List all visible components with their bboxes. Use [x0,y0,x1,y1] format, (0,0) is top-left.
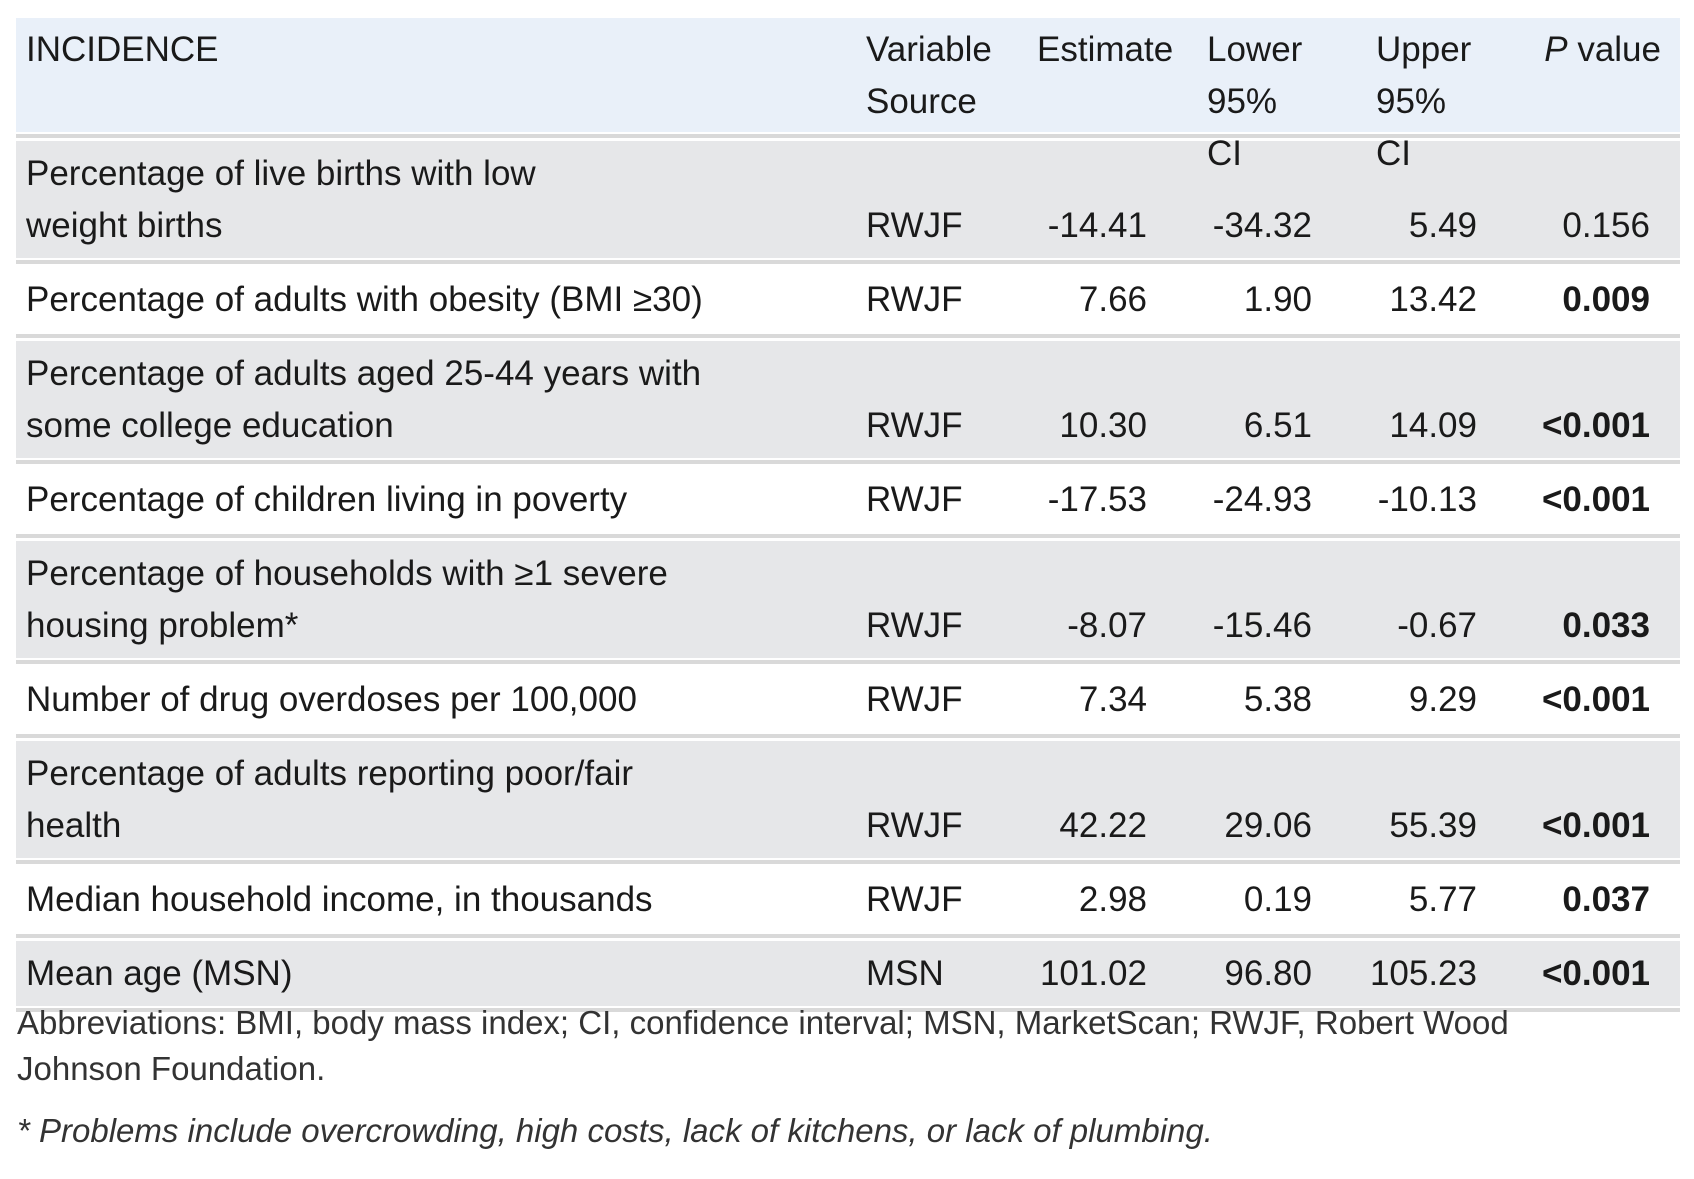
p-value: 0.037 [1562,880,1650,919]
row-label: Percentage of households with ≥1 severe … [26,554,668,645]
table-row: Percentage of live births with low weigh… [16,141,1680,258]
row-divider [16,532,1680,541]
header-incidence: INCIDENCE [26,30,219,69]
upper-ci: 5.49 [1408,206,1477,245]
lower-ci: -15.46 [1212,606,1312,645]
lower-ci: -24.93 [1212,480,1312,519]
row-divider [16,458,1680,467]
estimate: 7.66 [1078,280,1147,319]
table-row: Number of drug overdoses per 100,000 RWJF… [16,667,1680,732]
p-value: <0.001 [1541,680,1650,719]
estimate: -8.07 [1067,606,1147,645]
variable-source: RWJF [866,606,963,645]
estimate: 10.30 [1059,406,1147,445]
variable-source: MSN [866,954,944,993]
row-label: Percentage of adults with obesity (BMI ≥… [26,280,703,319]
lower-ci: 96.80 [1224,954,1312,993]
row-label: Median household income, in thousands [26,880,653,919]
row-divider [16,732,1680,741]
upper-ci: 9.29 [1408,680,1477,719]
header-p-value: P value [1477,24,1661,76]
row-label: Mean age (MSN) [26,954,293,993]
upper-ci: -0.67 [1397,606,1477,645]
table-row: Percentage of adults reporting poor/fair… [16,741,1680,858]
lower-ci: 29.06 [1224,806,1312,845]
table-header: INCIDENCE Variable Source Estimate Lower… [16,18,1680,173]
estimate: -17.53 [1047,480,1147,519]
abbreviations-footnote: Abbreviations: BMI, body mass index; CI,… [17,1004,1509,1087]
lower-ci: -34.32 [1212,206,1312,245]
row-label: Percentage of live births with low weigh… [26,154,536,245]
row-divider [16,932,1680,941]
header-lower-ci: Lower 95% CI [1207,30,1303,173]
p-value: <0.001 [1541,954,1650,993]
table-row: Mean age (MSN) MSN 101.02 96.80 105.23 <0.001 [16,941,1680,1006]
estimate: -14.41 [1047,206,1147,245]
row-divider [16,258,1680,267]
table-row: Percentage of adults with obesity (BMI ≥… [16,267,1680,332]
row-divider [16,858,1680,867]
table-row: Percentage of adults aged 25-44 years wi… [16,341,1680,458]
lower-ci: 6.51 [1243,406,1312,445]
upper-ci: 55.39 [1389,806,1477,845]
asterisk-footnote: * Problems include overcrowding, high co… [17,1112,1213,1149]
variable-source: RWJF [866,680,963,719]
row-divider [16,658,1680,667]
estimate: 101.02 [1039,954,1147,993]
row-divider [16,332,1680,341]
p-value: <0.001 [1541,406,1650,445]
header-upper-ci: Upper 95% CI [1376,30,1472,173]
variable-source: RWJF [866,806,963,845]
upper-ci: 14.09 [1389,406,1477,445]
upper-ci: -10.13 [1377,480,1477,519]
row-divider [16,1006,1680,1015]
header-p-italic: P [1544,30,1568,69]
row-label: Percentage of children living in poverty [26,480,628,519]
variable-source: RWJF [866,206,963,245]
lower-ci: 1.90 [1243,280,1312,319]
table-row: Percentage of children living in poverty… [16,467,1680,532]
table-row: Percentage of households with ≥1 severe … [16,541,1680,658]
row-label: Number of drug overdoses per 100,000 [26,680,637,719]
p-value: 0.009 [1562,280,1650,319]
row-label: Percentage of adults aged 25-44 years wi… [26,354,702,445]
table-row: Median household income, in thousands RWJ… [16,867,1680,932]
estimate: 42.22 [1059,806,1147,845]
header-variable-source: Variable Source [866,30,992,121]
p-value: <0.001 [1541,480,1650,519]
p-value: 0.033 [1562,606,1650,645]
p-value: 0.156 [1562,206,1650,245]
row-label: Percentage of adults reporting poor/fair… [26,754,634,845]
upper-ci: 13.42 [1389,280,1477,319]
estimate: 7.34 [1078,680,1147,719]
variable-source: RWJF [866,280,963,319]
variable-source: RWJF [866,480,963,519]
lower-ci: 5.38 [1243,680,1312,719]
variable-source: RWJF [866,880,963,919]
upper-ci: 105.23 [1369,954,1477,993]
estimate: 2.98 [1078,880,1147,919]
table-body: Percentage of live births with low weigh… [16,132,1680,1015]
upper-ci: 5.77 [1408,880,1477,919]
incidence-table: INCIDENCE Variable Source Estimate Lower… [16,18,1680,1015]
lower-ci: 0.19 [1243,880,1312,919]
variable-source: RWJF [866,406,963,445]
header-estimate: Estimate [1037,30,1174,69]
p-value: <0.001 [1541,806,1650,845]
row-divider [16,132,1680,141]
header-p-rest: value [1567,30,1661,69]
